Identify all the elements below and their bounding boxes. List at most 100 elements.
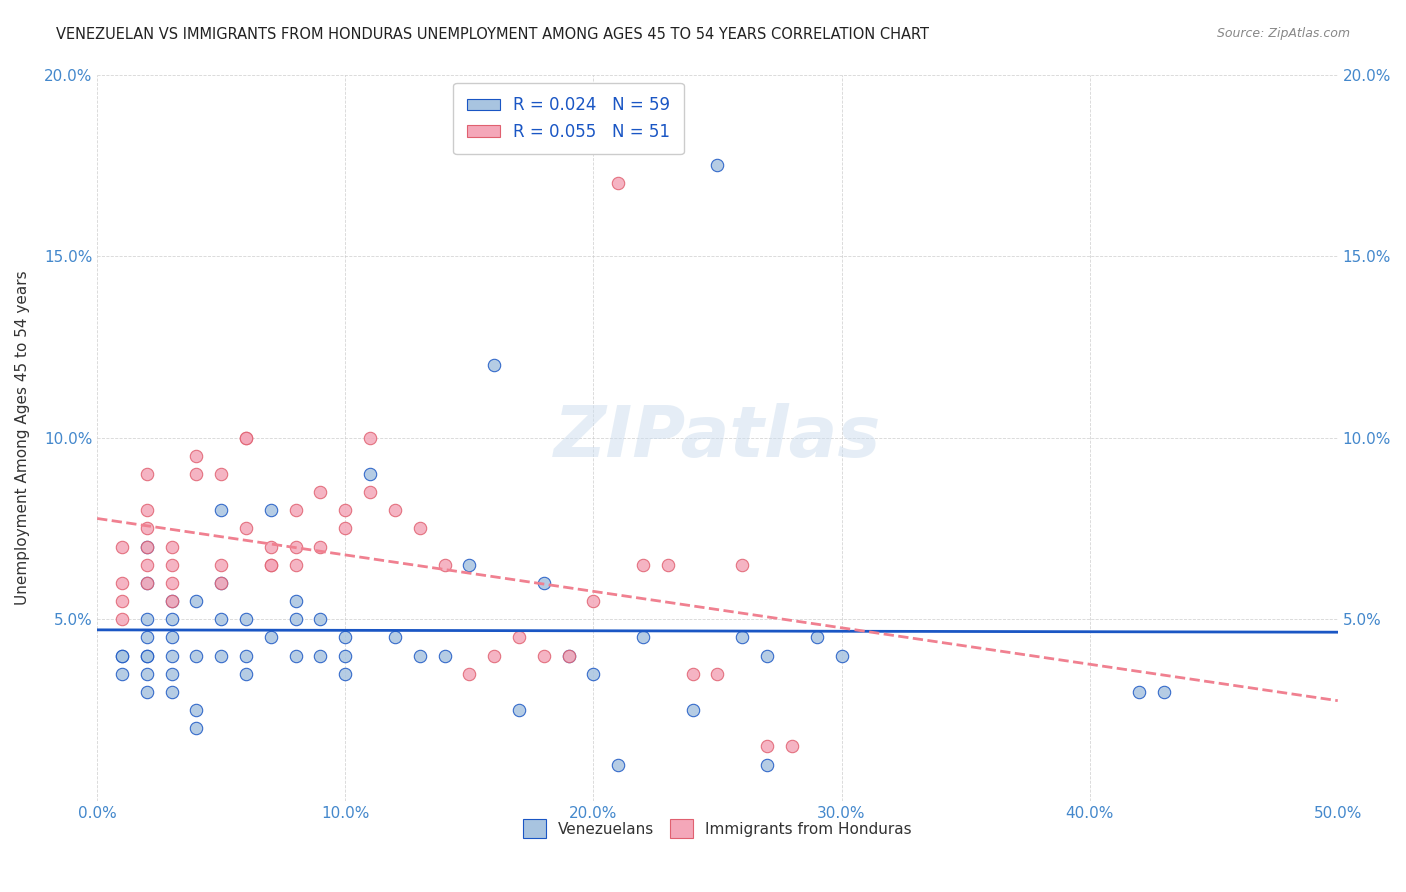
Point bbox=[482, 648, 505, 663]
Point bbox=[335, 631, 357, 645]
Point bbox=[260, 631, 283, 645]
Point bbox=[235, 666, 257, 681]
Point bbox=[607, 757, 630, 772]
Point bbox=[209, 648, 232, 663]
Point bbox=[209, 558, 232, 572]
Point bbox=[111, 666, 134, 681]
Point bbox=[235, 431, 257, 445]
Point bbox=[284, 594, 307, 608]
Point bbox=[458, 558, 481, 572]
Point bbox=[209, 576, 232, 591]
Point bbox=[135, 503, 157, 517]
Point bbox=[335, 648, 357, 663]
Point bbox=[186, 648, 208, 663]
Point bbox=[309, 612, 332, 626]
Text: Source: ZipAtlas.com: Source: ZipAtlas.com bbox=[1216, 27, 1350, 40]
Point bbox=[135, 467, 157, 481]
Legend: Venezuelans, Immigrants from Honduras: Venezuelans, Immigrants from Honduras bbox=[517, 814, 918, 844]
Point bbox=[160, 685, 183, 699]
Point bbox=[209, 503, 232, 517]
Point bbox=[756, 648, 779, 663]
Point bbox=[135, 648, 157, 663]
Point bbox=[135, 558, 157, 572]
Point bbox=[433, 558, 456, 572]
Point bbox=[706, 158, 728, 172]
Point bbox=[557, 648, 579, 663]
Point bbox=[582, 594, 605, 608]
Text: ZIPatlas: ZIPatlas bbox=[554, 403, 882, 472]
Point bbox=[657, 558, 679, 572]
Point bbox=[309, 485, 332, 500]
Point bbox=[631, 631, 654, 645]
Point bbox=[209, 467, 232, 481]
Point bbox=[284, 612, 307, 626]
Point bbox=[235, 431, 257, 445]
Point bbox=[682, 703, 704, 717]
Point bbox=[682, 666, 704, 681]
Point bbox=[780, 739, 803, 754]
Point bbox=[533, 648, 555, 663]
Point bbox=[135, 612, 157, 626]
Point bbox=[806, 631, 828, 645]
Point bbox=[335, 521, 357, 535]
Point bbox=[111, 612, 134, 626]
Point bbox=[482, 358, 505, 372]
Point bbox=[582, 666, 605, 681]
Point bbox=[235, 521, 257, 535]
Point bbox=[135, 540, 157, 554]
Point bbox=[111, 594, 134, 608]
Point bbox=[458, 666, 481, 681]
Point bbox=[1128, 685, 1150, 699]
Point bbox=[260, 540, 283, 554]
Point bbox=[284, 558, 307, 572]
Point bbox=[186, 594, 208, 608]
Point bbox=[756, 757, 779, 772]
Point bbox=[557, 648, 579, 663]
Point bbox=[309, 540, 332, 554]
Point bbox=[508, 631, 530, 645]
Point bbox=[160, 594, 183, 608]
Point bbox=[135, 666, 157, 681]
Point bbox=[160, 576, 183, 591]
Point bbox=[160, 594, 183, 608]
Point bbox=[160, 612, 183, 626]
Point bbox=[284, 648, 307, 663]
Point bbox=[508, 703, 530, 717]
Point bbox=[160, 666, 183, 681]
Point bbox=[160, 558, 183, 572]
Point bbox=[186, 703, 208, 717]
Point bbox=[111, 648, 134, 663]
Point bbox=[731, 631, 754, 645]
Point bbox=[359, 467, 381, 481]
Point bbox=[135, 631, 157, 645]
Point bbox=[186, 721, 208, 735]
Point bbox=[1153, 685, 1175, 699]
Point bbox=[533, 576, 555, 591]
Point bbox=[209, 576, 232, 591]
Point bbox=[111, 648, 134, 663]
Point bbox=[756, 739, 779, 754]
Point bbox=[235, 648, 257, 663]
Point bbox=[186, 467, 208, 481]
Point bbox=[209, 612, 232, 626]
Point bbox=[186, 449, 208, 463]
Point bbox=[284, 503, 307, 517]
Point bbox=[309, 648, 332, 663]
Point bbox=[607, 177, 630, 191]
Point bbox=[359, 431, 381, 445]
Point bbox=[135, 540, 157, 554]
Point bbox=[111, 540, 134, 554]
Point bbox=[433, 648, 456, 663]
Point bbox=[135, 521, 157, 535]
Point bbox=[335, 666, 357, 681]
Point bbox=[359, 485, 381, 500]
Point bbox=[135, 685, 157, 699]
Point bbox=[631, 558, 654, 572]
Point bbox=[260, 503, 283, 517]
Point bbox=[706, 666, 728, 681]
Point bbox=[409, 521, 432, 535]
Point bbox=[160, 648, 183, 663]
Point bbox=[409, 648, 432, 663]
Point bbox=[260, 558, 283, 572]
Point bbox=[111, 576, 134, 591]
